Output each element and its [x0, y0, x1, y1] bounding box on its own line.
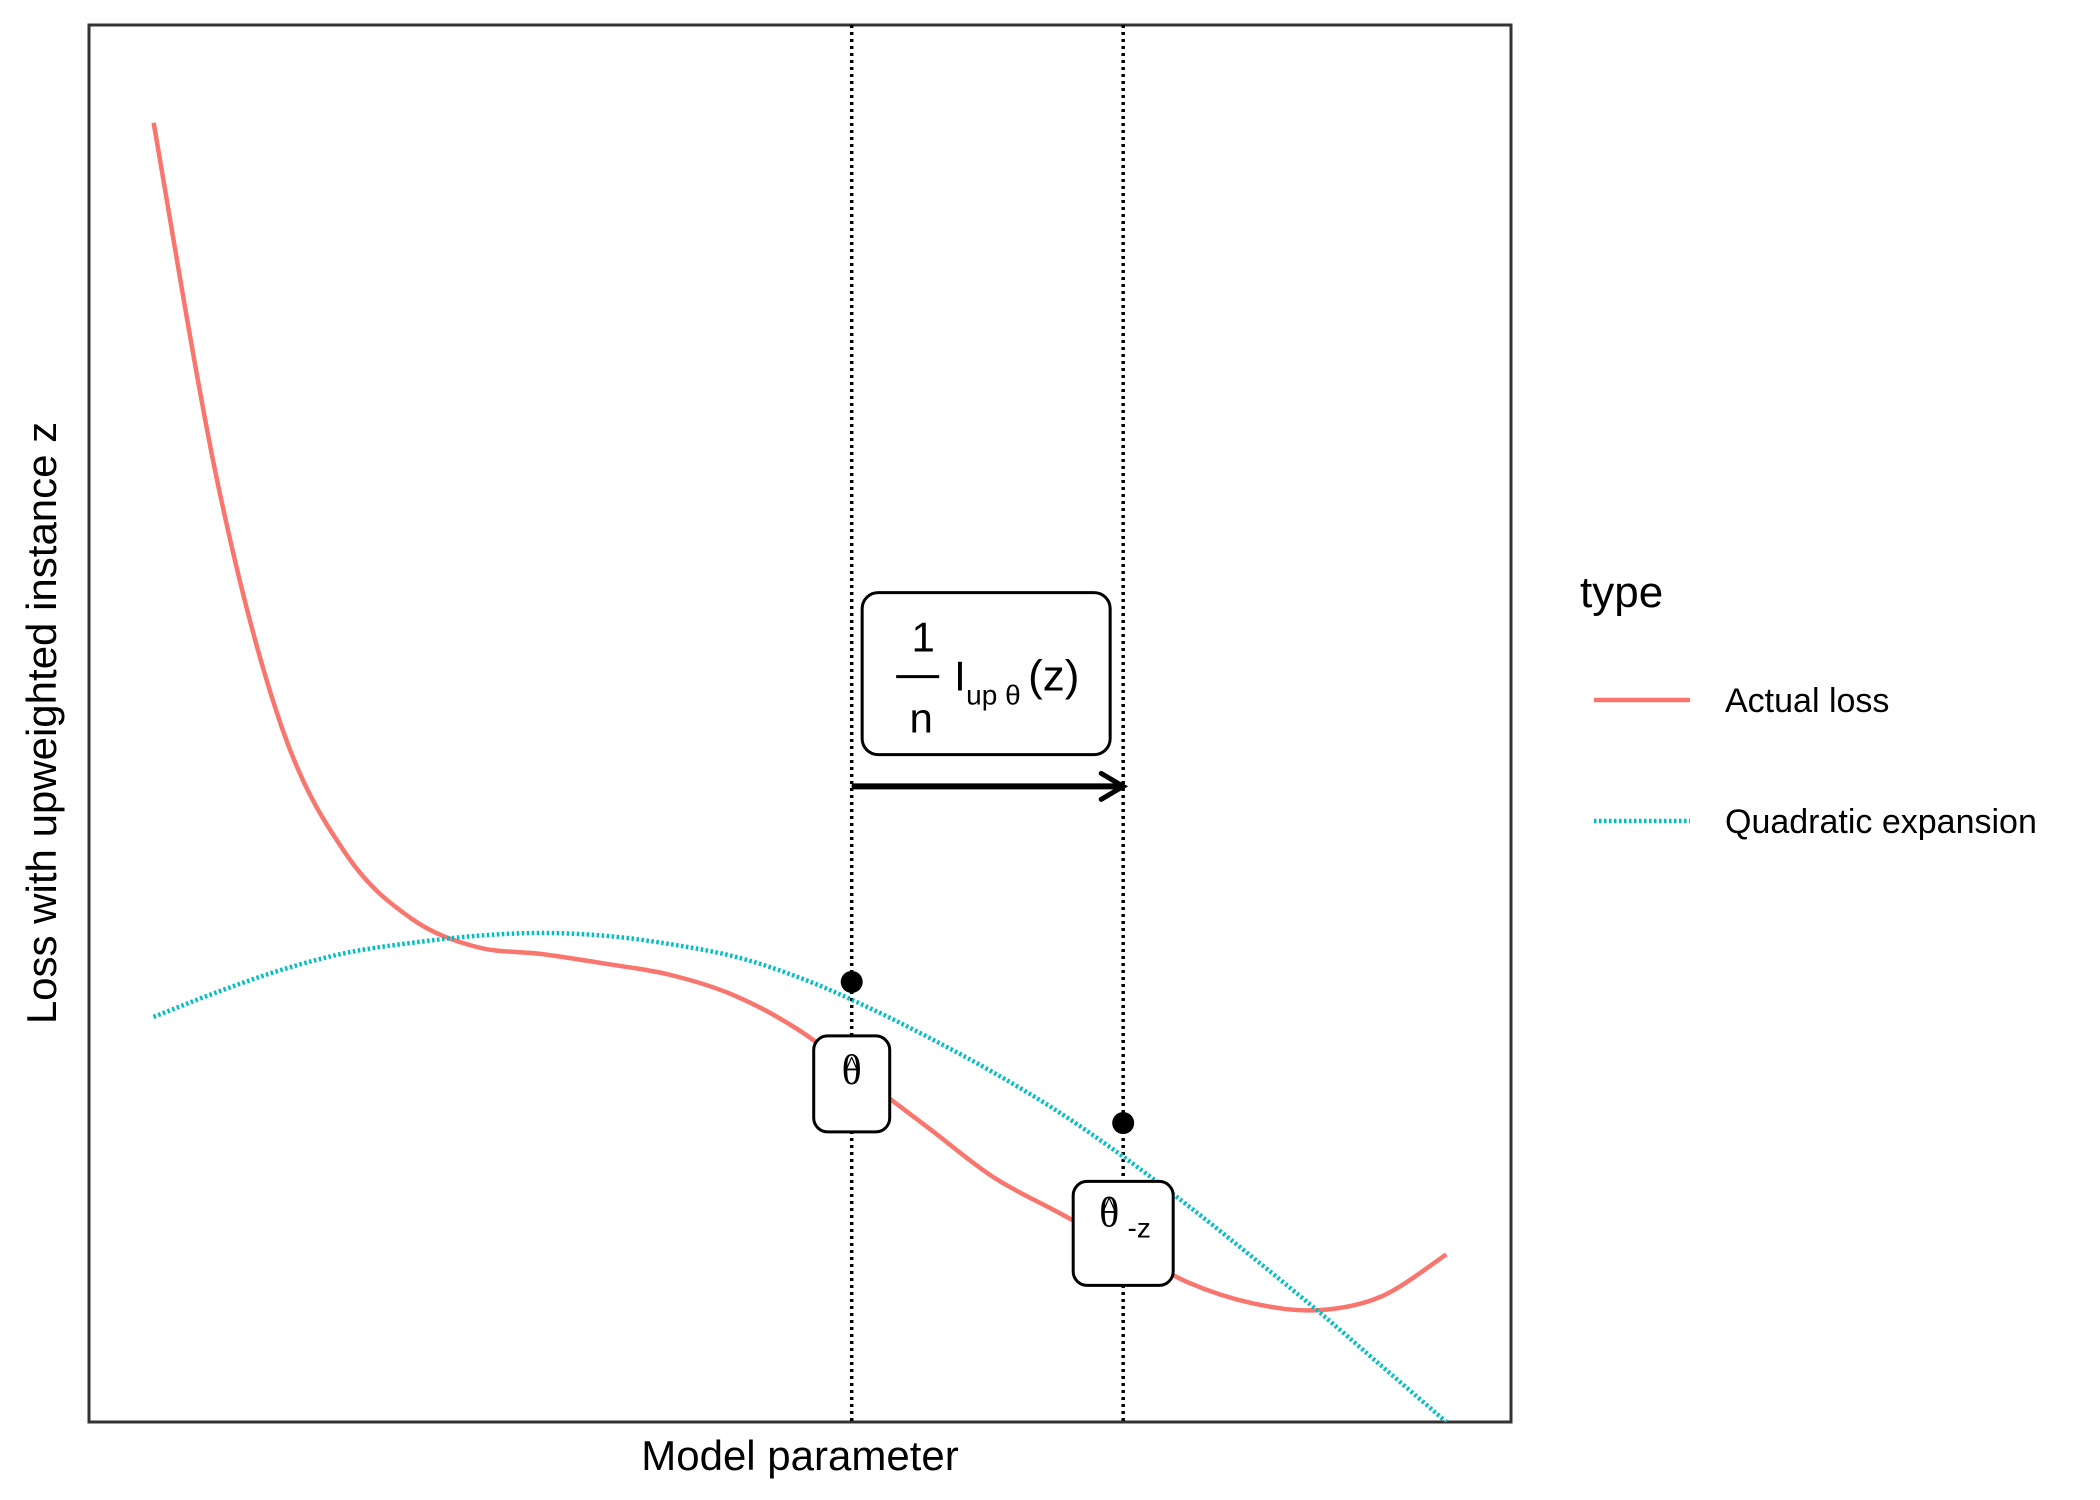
x-axis-title: Model parameter	[641, 1432, 958, 1479]
shift-label-subscript: up θ	[966, 680, 1021, 711]
theta-hat-accent: ^	[845, 1050, 859, 1083]
shift-label-denominator: n	[909, 695, 932, 742]
point-theta-hat-minus-z	[1112, 1112, 1135, 1135]
theta-hat-minus-z-label-box	[1071, 1179, 1175, 1287]
legend-title: type	[1580, 568, 1663, 617]
legend: type Actual loss Quadratic expansion	[1580, 568, 2037, 841]
theta-hat-minus-z-subscript: -z	[1128, 1212, 1151, 1243]
shift-label-argument: (z)	[1028, 652, 1079, 701]
theta-hat-label-box	[812, 1034, 892, 1134]
legend-entry-actual-loss: Actual loss	[1594, 682, 1889, 720]
legend-label-actual-loss: Actual loss	[1725, 682, 1889, 720]
point-theta-hat	[840, 970, 863, 993]
shift-label-numerator: 1	[911, 614, 934, 661]
plot-panel	[87, 23, 1513, 1424]
theta-hat-minus-z-accent: ^	[1102, 1190, 1116, 1223]
theta-hat-minus-z-symbol: θ	[1099, 1190, 1119, 1236]
legend-entry-quadratic-expansion: Quadratic expansion	[1594, 803, 2037, 841]
y-axis-title: Loss with upweighted instance z	[18, 422, 65, 1024]
shift-label-main: I	[954, 653, 966, 700]
series-quadratic-expansion	[152, 930, 1448, 1422]
legend-label-quadratic-expansion: Quadratic expansion	[1725, 803, 2037, 841]
shift-arrow-head	[1098, 770, 1129, 802]
shift-label-box	[860, 591, 1112, 757]
theta-hat-symbol: θ	[842, 1048, 862, 1094]
series-actual-loss	[151, 122, 1448, 1313]
